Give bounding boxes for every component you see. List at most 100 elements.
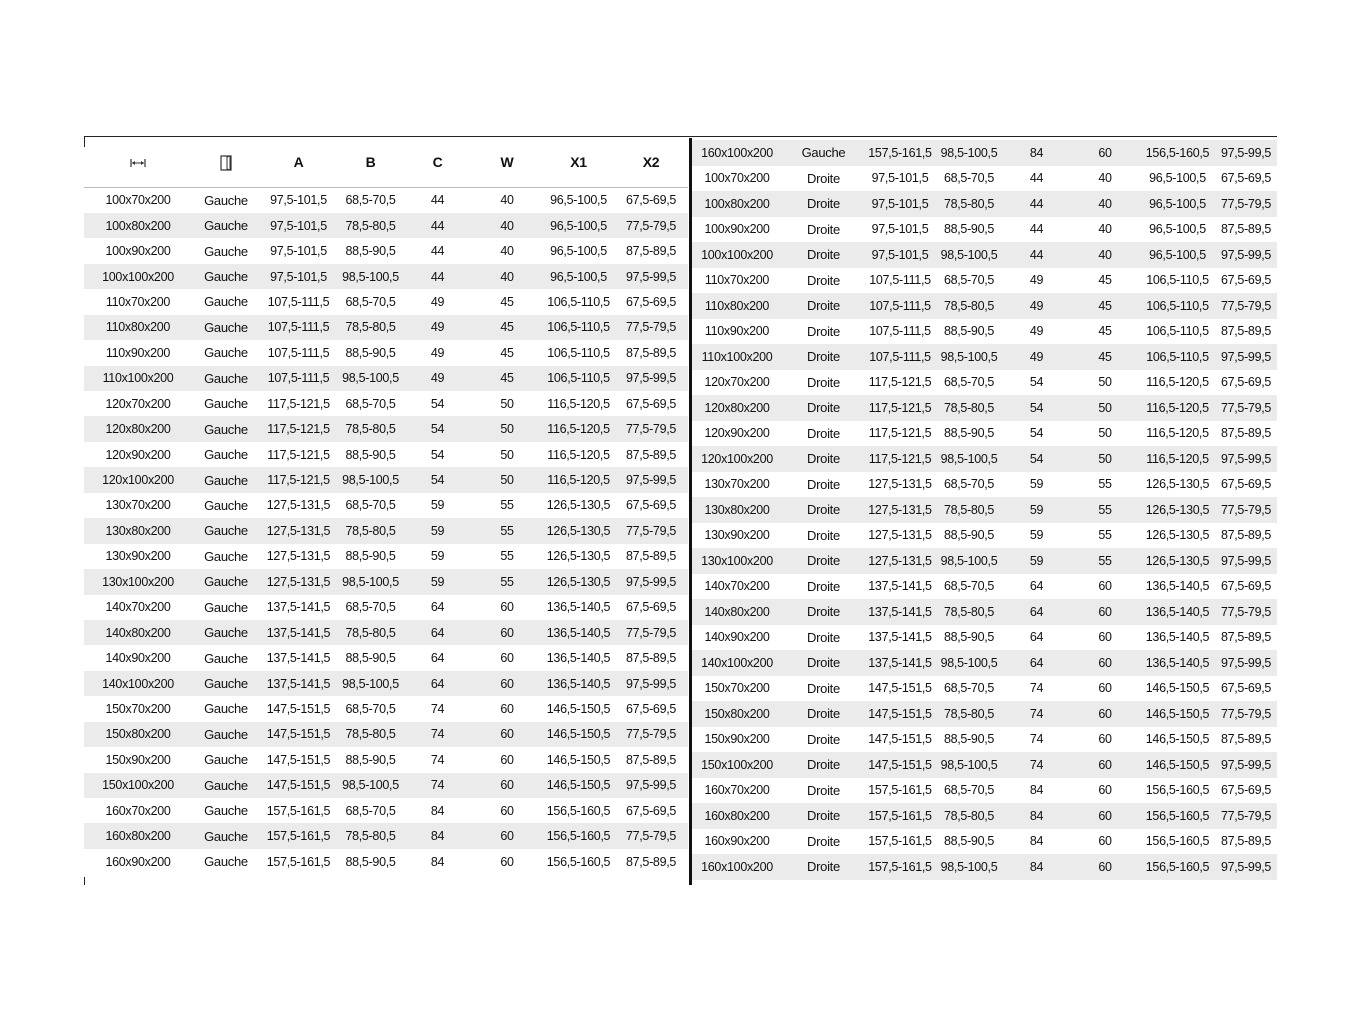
cell-size: 140x90x200 bbox=[105, 651, 171, 666]
table-row: 140x100x200 Gauche 137,5-141,5 98,5-100,5 64… bbox=[84, 670, 688, 697]
cell-a: 117,5-121,5 bbox=[868, 426, 932, 441]
cell-c: 84 bbox=[1029, 783, 1044, 798]
cell-b: 68,5-70,5 bbox=[943, 375, 995, 390]
cell-b: 98,5-100,5 bbox=[940, 451, 998, 466]
cell-c: 59 bbox=[1029, 528, 1044, 543]
cell-c: 64 bbox=[1029, 655, 1044, 670]
cell-c: 84 bbox=[430, 854, 445, 869]
table-row: 160x80x200 Droite 157,5-161,5 78,5-80,5 84 60… bbox=[692, 803, 1277, 829]
cell-size: 100x70x200 bbox=[704, 171, 770, 186]
cell-c: 64 bbox=[430, 625, 445, 640]
cell-x2: 87,5-89,5 bbox=[1220, 732, 1272, 747]
cell-b: 68,5-70,5 bbox=[345, 294, 396, 309]
cell-w: 60 bbox=[500, 752, 514, 767]
cell-a: 117,5-121,5 bbox=[267, 447, 330, 462]
cell-side: Gauche bbox=[204, 396, 248, 412]
cell-x2: 87,5-89,5 bbox=[625, 244, 677, 259]
table-row: 110x70x200 Droite 107,5-111,5 68,5-70,5 49 45… bbox=[692, 268, 1277, 294]
cell-side: Gauche bbox=[204, 472, 248, 488]
cell-w: 55 bbox=[500, 574, 514, 589]
cell-a: 117,5-121,5 bbox=[267, 422, 330, 437]
cell-c: 74 bbox=[430, 727, 445, 742]
cell-c: 54 bbox=[430, 473, 445, 488]
dimensions-table-left: A B C W X1 X2 100x70x200 Gauche 97,5-101,5… bbox=[84, 137, 688, 874]
cell-b: 98,5-100,5 bbox=[940, 553, 998, 568]
width-arrows-icon bbox=[130, 159, 146, 168]
cell-b: 98,5-100,5 bbox=[940, 145, 998, 160]
cell-b: 88,5-90,5 bbox=[345, 549, 396, 564]
cell-a: 147,5-151,5 bbox=[868, 681, 932, 696]
cell-side: Droite bbox=[807, 578, 840, 594]
cell-b: 68,5-70,5 bbox=[943, 273, 995, 288]
cell-size: 140x70x200 bbox=[105, 600, 171, 615]
cell-a: 127,5-131,5 bbox=[266, 549, 331, 564]
cell-x2: 77,5-79,5 bbox=[625, 320, 677, 335]
cell-w: 50 bbox=[1098, 400, 1112, 415]
cell-side: Gauche bbox=[204, 650, 248, 666]
cell-x2: 87,5-89,5 bbox=[625, 651, 677, 666]
cell-x1: 126,5-130,5 bbox=[546, 574, 611, 589]
cell-a: 117,5-121,5 bbox=[267, 396, 330, 411]
side-header bbox=[192, 137, 260, 188]
cell-c: 44 bbox=[430, 244, 445, 259]
table-row: 110x90x200 Droite 107,5-111,5 88,5-90,5 49 45… bbox=[692, 319, 1277, 345]
cell-x2: 77,5-79,5 bbox=[1220, 298, 1272, 313]
cell-c: 59 bbox=[430, 498, 445, 513]
cell-w: 40 bbox=[500, 193, 514, 208]
cell-w: 60 bbox=[500, 727, 514, 742]
cell-a: 127,5-131,5 bbox=[266, 498, 331, 513]
cell-w: 60 bbox=[1098, 706, 1112, 721]
cell-x2: 87,5-89,5 bbox=[1220, 222, 1272, 237]
table-row: 100x100x200 Droite 97,5-101,5 98,5-100,5 44 4… bbox=[692, 242, 1277, 268]
cell-x2: 77,5-79,5 bbox=[1220, 706, 1272, 721]
cell-size: 100x100x200 bbox=[102, 269, 174, 284]
cell-w: 60 bbox=[500, 651, 514, 666]
cell-w: 60 bbox=[1098, 655, 1112, 670]
cell-w: 40 bbox=[1098, 247, 1112, 262]
cell-b: 78,5-80,5 bbox=[345, 727, 396, 742]
cell-a: 137,5-141,5 bbox=[266, 625, 331, 640]
cell-x2: 97,5-99,5 bbox=[625, 371, 677, 386]
cell-x2: 97,5-99,5 bbox=[1220, 757, 1272, 772]
cell-x2: 97,5-99,5 bbox=[625, 676, 677, 691]
cell-w: 60 bbox=[500, 829, 514, 844]
table-row: 100x90x200 Droite 97,5-101,5 88,5-90,5 44 40 9… bbox=[692, 217, 1277, 243]
cell-x1: 116,5-120,5 bbox=[547, 447, 610, 462]
cell-x2: 77,5-79,5 bbox=[1220, 196, 1272, 211]
table-row: 140x70x200 Gauche 137,5-141,5 68,5-70,5 64 60… bbox=[84, 595, 688, 620]
cell-b: 78,5-80,5 bbox=[345, 218, 396, 233]
cell-x2: 87,5-89,5 bbox=[1220, 324, 1272, 339]
cell-c: 44 bbox=[1029, 222, 1044, 237]
cell-x1: 96,5-100,5 bbox=[1149, 171, 1206, 186]
cell-size: 150x100x200 bbox=[701, 757, 773, 772]
cell-c: 49 bbox=[430, 294, 445, 309]
cell-size: 130x70x200 bbox=[704, 477, 770, 492]
cell-c: 54 bbox=[430, 447, 445, 462]
cell-a: 137,5-141,5 bbox=[868, 630, 932, 645]
table-row: 160x90x200 Droite 157,5-161,5 88,5-90,5 84 60… bbox=[692, 829, 1277, 855]
cell-a: 147,5-151,5 bbox=[266, 701, 331, 716]
cell-x2: 77,5-79,5 bbox=[1220, 400, 1272, 415]
cell-x1: 156,5-160,5 bbox=[1145, 808, 1210, 823]
cell-x1: 146,5-150,5 bbox=[546, 727, 611, 742]
cell-w: 55 bbox=[1098, 553, 1112, 568]
cell-x2: 77,5-79,5 bbox=[625, 523, 677, 538]
table-row: 110x90x200 Gauche 107,5-111,5 88,5-90,5 49 45… bbox=[84, 340, 688, 365]
cell-b: 98,5-100,5 bbox=[342, 574, 399, 589]
cell-size: 150x90x200 bbox=[105, 752, 171, 767]
cell-c: 49 bbox=[430, 320, 445, 335]
table-row: 100x80x200 Gauche 97,5-101,5 78,5-80,5 44 40 9… bbox=[84, 212, 688, 239]
cell-b: 88,5-90,5 bbox=[943, 222, 995, 237]
cell-c: 84 bbox=[1029, 808, 1044, 823]
cell-a: 147,5-151,5 bbox=[868, 757, 932, 772]
cell-side: Droite bbox=[807, 757, 840, 773]
cell-a: 147,5-151,5 bbox=[266, 778, 331, 793]
cell-c: 74 bbox=[1029, 757, 1044, 772]
cell-w: 55 bbox=[500, 498, 514, 513]
cell-c: 64 bbox=[430, 651, 445, 666]
cell-x1: 116,5-120,5 bbox=[1146, 426, 1209, 441]
cell-x2: 67,5-69,5 bbox=[625, 294, 677, 309]
cell-side: Droite bbox=[807, 833, 840, 849]
cell-w: 50 bbox=[1098, 375, 1112, 390]
cell-w: 50 bbox=[500, 473, 514, 488]
